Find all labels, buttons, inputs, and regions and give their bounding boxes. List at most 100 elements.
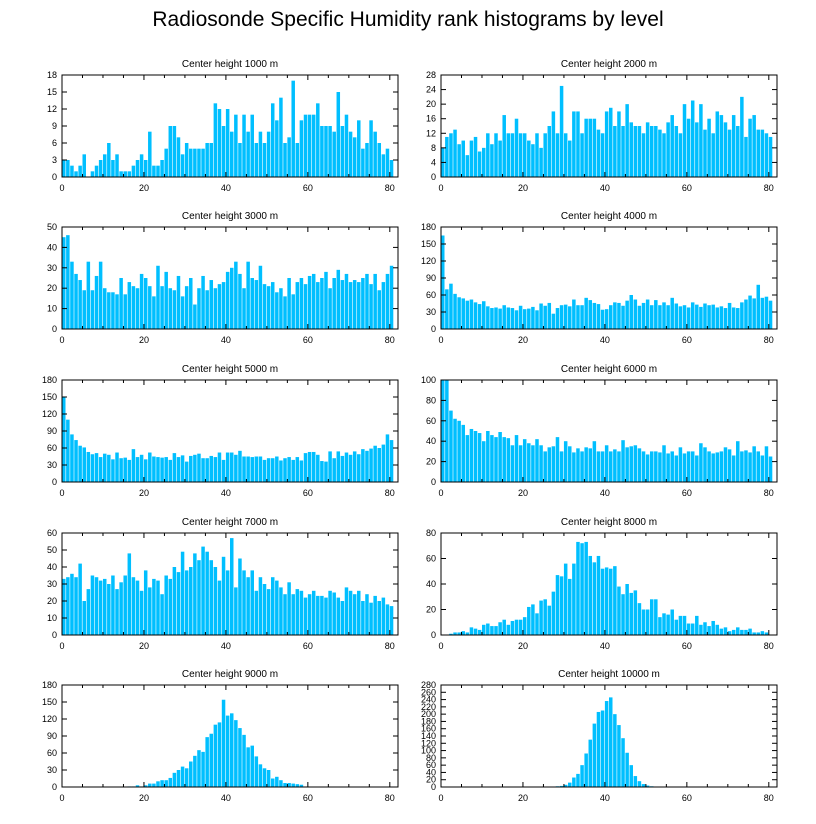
histogram-bar <box>275 580 279 635</box>
histogram-bar <box>86 589 91 635</box>
x-tick-label: 40 <box>600 335 610 345</box>
histogram-bar <box>324 271 328 329</box>
x-tick-label: 80 <box>385 793 395 803</box>
histogram-panel: Center height 10000 m0 20 40 60 800204060801… <box>421 669 778 803</box>
histogram-bar <box>723 308 728 329</box>
histogram-bar <box>682 453 687 482</box>
histogram-bar <box>600 309 605 329</box>
histogram-bar <box>135 160 140 177</box>
histogram-bar <box>287 582 291 635</box>
histogram-bar <box>658 452 662 482</box>
histogram-bar <box>518 445 523 482</box>
histogram-bar <box>555 133 560 177</box>
histogram-bar <box>123 294 127 329</box>
histogram-bar <box>148 286 152 329</box>
histogram-bar <box>193 755 197 787</box>
y-tick-label: 0 <box>431 630 436 640</box>
histogram-bar <box>531 144 535 177</box>
histogram-bar <box>311 451 316 482</box>
histogram-bar <box>246 261 250 329</box>
y-tick-label: 90 <box>47 731 57 741</box>
histogram-bar <box>266 286 271 329</box>
x-tick-label: 20 <box>518 488 528 498</box>
histogram-bar <box>160 160 164 177</box>
histogram-bar <box>617 725 621 787</box>
histogram-bar <box>184 768 189 787</box>
histogram-bar <box>234 261 238 329</box>
histogram-bar <box>217 580 222 635</box>
histogram-bar <box>357 454 361 482</box>
y-tick-label: 240 <box>421 695 436 705</box>
histogram-bar <box>307 275 312 329</box>
histogram-bar <box>152 783 156 787</box>
histogram-bar <box>385 148 390 177</box>
y-tick-label: 20 <box>426 605 436 615</box>
y-tick-label: 200 <box>421 709 436 719</box>
histogram-bar <box>283 458 287 482</box>
histogram-bar <box>543 451 547 482</box>
y-tick-label: 140 <box>421 731 436 741</box>
histogram-bar <box>111 575 115 635</box>
histogram-bar <box>469 299 474 329</box>
histogram-bar <box>625 300 629 329</box>
histogram-bar <box>160 780 164 787</box>
histogram-bar <box>225 109 230 177</box>
histogram-bar <box>184 461 189 482</box>
histogram-bar <box>510 445 515 482</box>
histogram-bar <box>637 305 642 329</box>
histogram-bar <box>373 131 377 177</box>
y-tick-label: 0 <box>52 172 57 182</box>
histogram-bar <box>764 133 769 177</box>
x-tick-label: 0 <box>59 488 64 498</box>
histogram-bar <box>621 440 625 482</box>
histogram-bar <box>457 297 461 329</box>
histogram-bar <box>678 447 683 482</box>
histogram-bar <box>621 738 625 787</box>
histogram-bar <box>604 701 609 787</box>
histogram-bar <box>506 438 511 482</box>
x-tick-label: 20 <box>139 183 149 193</box>
histogram-bar <box>527 140 531 177</box>
histogram-bar <box>74 171 78 177</box>
y-tick-label: 8 <box>431 143 436 153</box>
histogram-bar <box>551 313 556 329</box>
histogram-bar <box>201 275 205 329</box>
histogram-bar <box>563 133 568 177</box>
histogram-bar <box>213 567 218 635</box>
y-tick-label: 3 <box>52 155 57 165</box>
histogram-bar <box>303 284 308 329</box>
histogram-bar <box>160 594 164 635</box>
histogram-bar <box>441 235 445 329</box>
histogram-bar <box>469 428 474 482</box>
histogram-bar <box>748 118 752 177</box>
x-tick-label: 60 <box>303 335 313 345</box>
histogram-bar <box>719 115 724 177</box>
histogram-bar <box>352 280 357 329</box>
histogram-bar <box>686 118 691 177</box>
x-tick-label: 20 <box>139 488 149 498</box>
histogram-bar <box>238 728 242 787</box>
histogram-bar <box>584 541 588 635</box>
histogram-bar <box>262 284 267 329</box>
histogram-bar <box>225 452 230 482</box>
histogram-bar <box>287 783 291 787</box>
histogram-bar <box>217 722 222 787</box>
histogram-bar <box>291 459 295 482</box>
histogram-bar <box>303 453 308 482</box>
histogram-bar <box>295 282 300 329</box>
histogram-bar <box>641 451 646 482</box>
histogram-bar <box>258 764 263 787</box>
histogram-bar <box>506 133 511 177</box>
histogram-bar <box>357 120 361 177</box>
histogram-bar <box>62 160 66 177</box>
histogram-bar <box>381 597 386 635</box>
histogram-bar <box>625 752 629 787</box>
histogram-bar <box>336 269 341 329</box>
histogram-bar <box>662 445 666 482</box>
histogram-bar <box>90 171 95 177</box>
histogram-bar <box>381 154 386 177</box>
histogram-bar <box>674 455 679 482</box>
histogram-bar <box>719 628 724 636</box>
histogram-bar <box>131 286 136 329</box>
histogram-bar <box>670 609 674 635</box>
